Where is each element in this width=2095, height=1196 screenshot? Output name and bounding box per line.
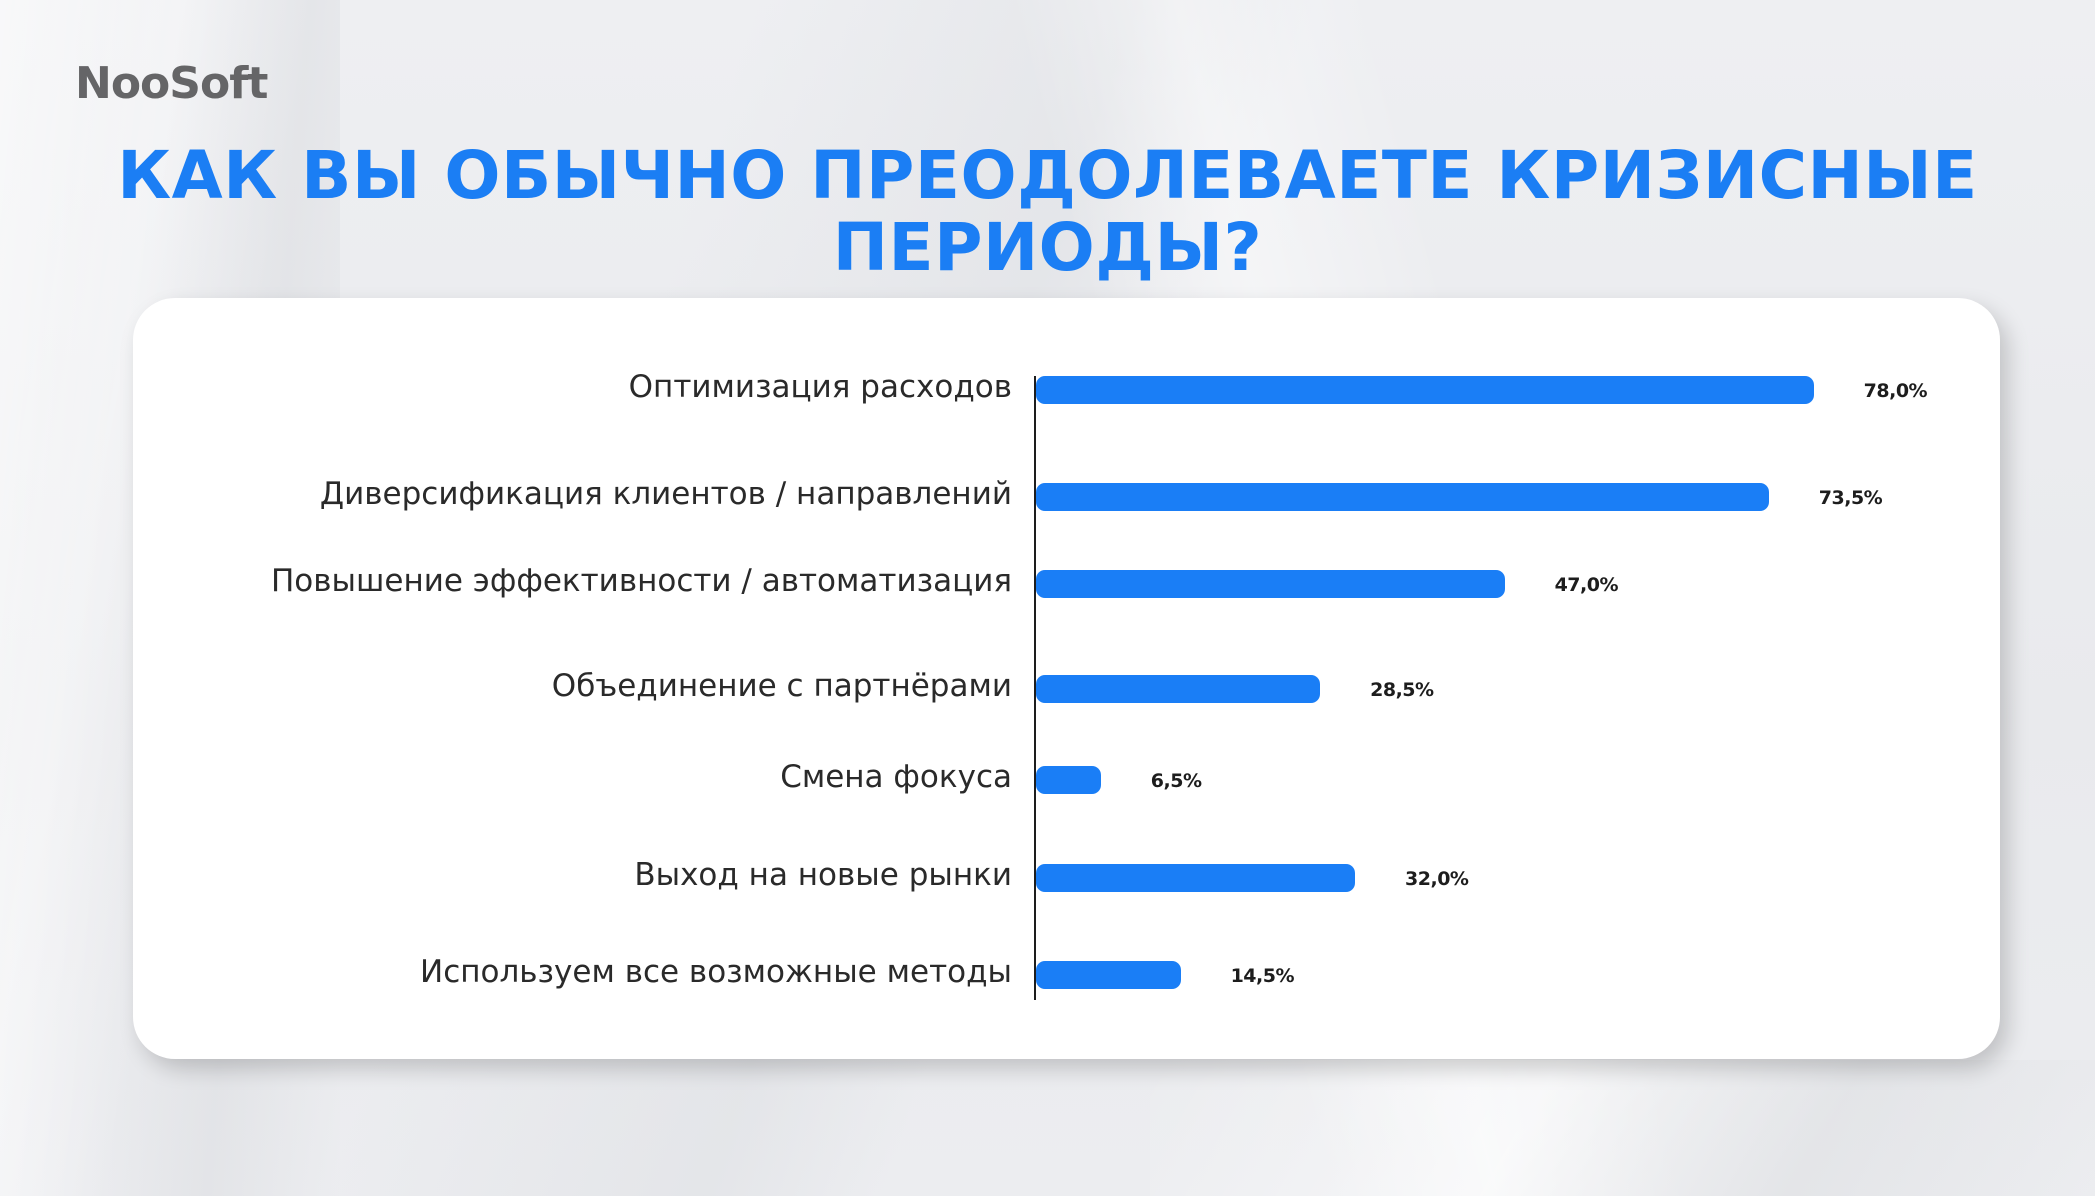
page-title: КАК ВЫ ОБЫЧНО ПРЕОДОЛЕВАЕТЕ КРИЗИСНЫЕ ПЕ… (60, 140, 2035, 284)
value-label: 6,5% (1150, 770, 1202, 792)
chart-row: Объединение с партнёрами 28,5% (133, 668, 2000, 704)
brand-logo: NooSoft (75, 58, 268, 109)
category-label: Используем все возможные методы (420, 954, 1012, 990)
chart-row: Смена фокуса 6,5% (133, 759, 2000, 795)
bar (1036, 961, 1181, 989)
bar (1036, 483, 1769, 511)
value-label: 78,0% (1863, 380, 1928, 402)
chart-row: Повышение эффективности / автоматизация … (133, 563, 2000, 599)
bar (1036, 864, 1356, 892)
chart-axis-line (1034, 376, 1036, 1000)
chart-row: Выход на новые рынки 32,0% (133, 857, 2000, 893)
chart-card: Оптимизация расходов 78,0% Диверсификаци… (133, 298, 2000, 1059)
value-label: 47,0% (1554, 574, 1619, 596)
bar (1036, 675, 1321, 703)
bar (1036, 570, 1505, 598)
value-label: 32,0% (1405, 868, 1469, 890)
value-label: 14,5% (1230, 965, 1295, 987)
chart-row: Диверсификация клиентов / направлений 73… (133, 476, 2000, 512)
background-drape (1150, 1060, 2095, 1196)
category-label: Выход на новые рынки (634, 857, 1012, 893)
chart-row: Используем все возможные методы 14,5% (133, 954, 2000, 990)
value-label: 28,5% (1370, 679, 1434, 701)
category-label: Объединение с партнёрами (551, 668, 1012, 704)
bar (1036, 766, 1101, 794)
category-label: Оптимизация расходов (628, 369, 1012, 405)
bar (1036, 376, 1814, 404)
value-label: 73,5% (1818, 487, 1883, 509)
category-label: Смена фокуса (780, 759, 1012, 795)
category-label: Повышение эффективности / автоматизация (271, 563, 1012, 599)
title-line-1: КАК ВЫ ОБЫЧНО ПРЕОДОЛЕВАЕТЕ КРИЗИСНЫЕ (117, 137, 1978, 214)
title-line-2: ПЕРИОДЫ? (832, 209, 1263, 286)
category-label: Диверсификация клиентов / направлений (319, 476, 1012, 512)
chart-row: Оптимизация расходов 78,0% (133, 369, 2000, 405)
